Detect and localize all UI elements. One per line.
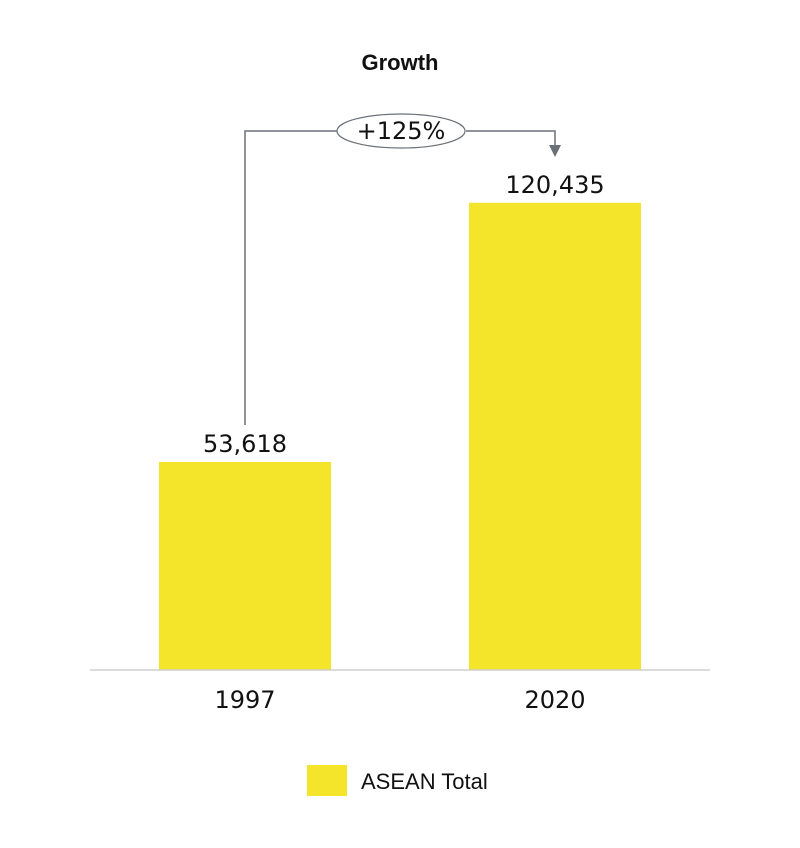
data-label-2020: 120,435 <box>505 171 604 199</box>
chart-title: Growth <box>362 50 439 75</box>
bar-2020 <box>469 202 641 670</box>
legend: ASEAN Total <box>307 765 488 796</box>
growth-badge <box>336 113 466 149</box>
legend-label: ASEAN Total <box>361 769 488 794</box>
growth-label: +125% <box>357 117 446 145</box>
arrow-icon <box>549 145 561 157</box>
growth-connector: +125% <box>244 113 561 425</box>
x-tick-label-1997: 1997 <box>214 686 275 714</box>
legend-swatch <box>307 765 347 796</box>
x-tick-label-2020: 2020 <box>524 686 585 714</box>
bar-1997 <box>159 462 331 670</box>
data-label-1997: 53,618 <box>203 430 287 458</box>
